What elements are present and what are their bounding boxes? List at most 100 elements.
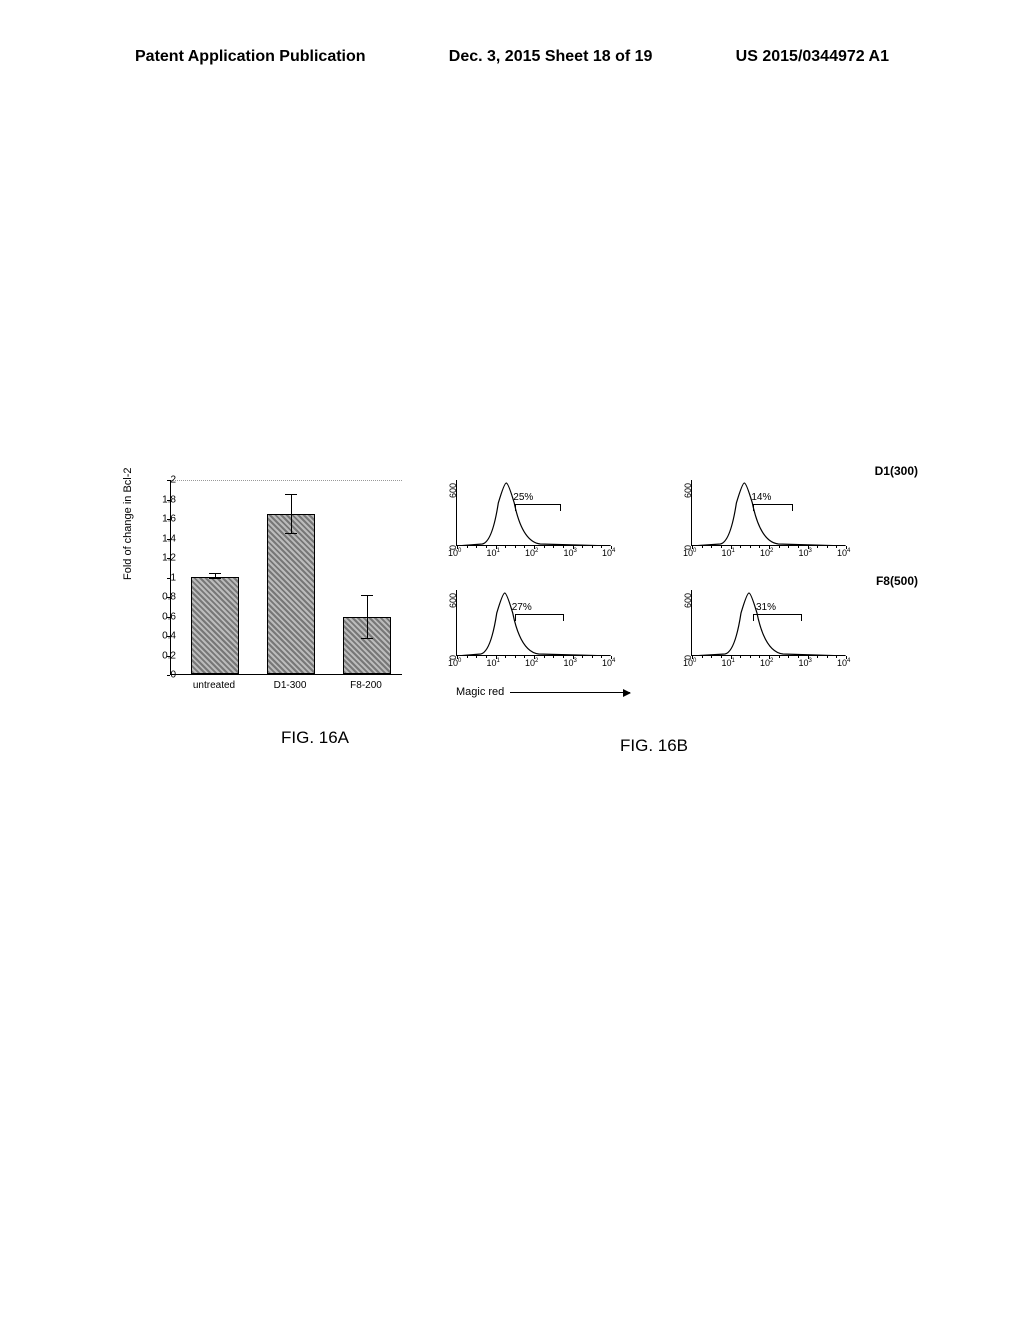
arrow-icon: [510, 692, 630, 693]
bar-chart-ytick: 0.4: [146, 631, 176, 642]
error-bar-cap: [361, 595, 373, 596]
error-bar-cap: [209, 573, 221, 574]
histogram-xtick-minor: [515, 656, 516, 658]
x-axis-label-row: Magic red: [456, 686, 874, 698]
histogram-xtick-minor: [544, 546, 545, 548]
error-bar: [291, 495, 292, 534]
bar-chart-ytick-mark: [167, 558, 170, 559]
histogram-curve: [457, 590, 611, 656]
histogram-xtick-minor: [711, 656, 712, 658]
histogram-plot: [456, 480, 610, 546]
bar-chart-ytick-mark: [167, 480, 170, 481]
histogram-xtick-minor: [582, 546, 583, 548]
bar-chart-ytick-mark: [167, 636, 170, 637]
bar-chart-ytick-mark: [167, 519, 170, 520]
histogram-xtick-minor: [592, 656, 593, 658]
bar-chart-ytick-mark: [167, 617, 170, 618]
histogram-gate: [753, 614, 802, 615]
histogram-xtick: 103: [564, 658, 577, 668]
histogram-xtick: 102: [525, 548, 538, 558]
histogram-xtick-minor: [505, 656, 506, 658]
histogram-plot: [691, 590, 845, 656]
histogram-xtick-minor: [515, 546, 516, 548]
histogram-percent-label: 25%: [513, 492, 533, 503]
header-right: US 2015/0344972 A1: [736, 48, 889, 66]
histogram-xtick-minor: [750, 656, 751, 658]
bar-chart-ytick: 1.4: [146, 533, 176, 544]
histogram-plot: [456, 590, 610, 656]
fig-16b-container: D1(300) F8(500) 060010010110210310425%06…: [434, 480, 874, 756]
histogram-xtick-minor: [467, 656, 468, 658]
histogram-xtick-minor: [544, 656, 545, 658]
histogram-xtick-minor: [779, 656, 780, 658]
histogram-xtick: 104: [837, 548, 850, 558]
histogram-xtick-minor: [505, 546, 506, 548]
histogram-xtick: 102: [525, 658, 538, 668]
bar-chart: Fold of change in Bcl-2 00.20.40.60.811.…: [130, 480, 410, 700]
histogram-gate: [753, 504, 793, 505]
histogram-ytick: 600: [448, 483, 458, 498]
histogram-xtick-minor: [817, 656, 818, 658]
error-bar-cap: [285, 533, 297, 534]
bar-chart-ytick: 1: [146, 572, 176, 583]
row-label-f8: F8(500): [876, 574, 918, 588]
histogram-xtick: 100: [683, 548, 696, 558]
histogram-gate: [515, 614, 564, 615]
bar-chart-ytick: 1.2: [146, 553, 176, 564]
figure-row: Fold of change in Bcl-2 00.20.40.60.811.…: [130, 480, 900, 756]
histogram-xtick-minor: [740, 656, 741, 658]
histogram-xtick: 104: [837, 658, 850, 668]
fig-16a-container: Fold of change in Bcl-2 00.20.40.60.811.…: [130, 480, 410, 756]
histogram-xtick: 104: [602, 658, 615, 668]
histogram-xtick-minor: [740, 546, 741, 548]
header-left: Patent Application Publication: [135, 48, 366, 66]
histogram-xtick: 103: [799, 548, 812, 558]
bar-chart-ytick-mark: [167, 597, 170, 598]
bar-chart-ytick: 0: [146, 670, 176, 681]
bar-chart-ytick: 0.6: [146, 611, 176, 622]
histogram-xtick-minor: [582, 656, 583, 658]
bar-chart-xlabel: F8-200: [336, 680, 396, 691]
histogram-xtick: 101: [487, 658, 500, 668]
histogram-xtick-minor: [553, 656, 554, 658]
histogram-panel: 060010010110210310425%: [434, 480, 614, 568]
histogram-xtick-minor: [476, 656, 477, 658]
histogram-xtick-minor: [750, 546, 751, 548]
error-bar: [367, 596, 368, 639]
bar-chart-ytick-mark: [167, 656, 170, 657]
histogram-percent-label: 27%: [512, 602, 532, 613]
bar-chart-ytick: 1.8: [146, 494, 176, 505]
bar-chart-ytick-mark: [167, 500, 170, 501]
page-header: Patent Application Publication Dec. 3, 2…: [0, 48, 1024, 66]
histogram-xtick: 101: [487, 548, 500, 558]
histogram-xtick-minor: [817, 546, 818, 548]
histogram-xtick-minor: [788, 546, 789, 548]
bar: [191, 577, 239, 675]
histogram-xtick-minor: [553, 546, 554, 548]
bar-chart-plot-area: [170, 480, 402, 675]
bar-chart-ytick: 2: [146, 475, 176, 486]
bar-chart-ytick-mark: [167, 539, 170, 540]
bar-chart-ylabel: Fold of change in Bcl-2: [122, 467, 134, 580]
row-label-d1: D1(300): [875, 464, 918, 478]
histogram-xtick-minor: [711, 546, 712, 548]
histogram-ytick: 600: [448, 593, 458, 608]
histogram-xtick: 100: [448, 658, 461, 668]
histogram-curve: [692, 590, 846, 656]
bar-chart-ytick-mark: [167, 578, 170, 579]
histogram-xtick-minor: [467, 546, 468, 548]
error-bar-cap: [361, 638, 373, 639]
header-center: Dec. 3, 2015 Sheet 18 of 19: [449, 48, 653, 66]
figure-content: Fold of change in Bcl-2 00.20.40.60.811.…: [130, 480, 900, 756]
histogram-xtick-minor: [827, 656, 828, 658]
histogram-panel: 060010010110210310431%: [669, 590, 849, 678]
histogram-curve: [457, 480, 611, 546]
bar-chart-xlabel: untreated: [184, 680, 244, 691]
bar-chart-ytick: 0.2: [146, 650, 176, 661]
histogram-xtick-minor: [827, 546, 828, 548]
error-bar-cap: [285, 494, 297, 495]
histogram-xtick: 100: [448, 548, 461, 558]
histogram-percent-label: 14%: [751, 492, 771, 503]
histogram-xtick: 102: [760, 548, 773, 558]
histogram-xtick: 103: [799, 658, 812, 668]
